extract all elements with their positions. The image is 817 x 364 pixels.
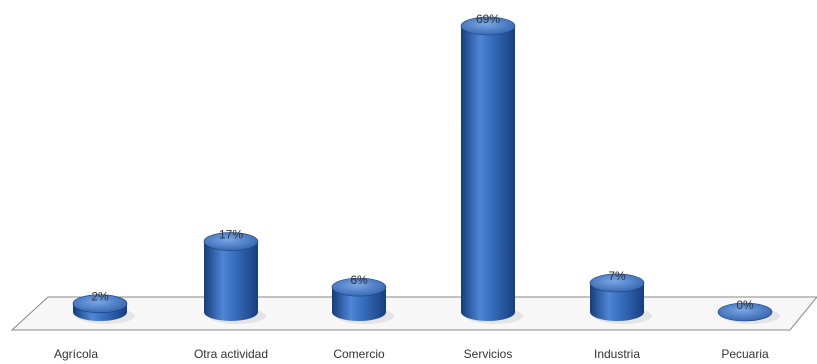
x-tick-label: Industria: [594, 347, 640, 361]
data-label: 7%: [608, 269, 626, 283]
data-labels-group: 2% 17% 6% 69% 7% 0%: [91, 12, 754, 312]
bar-industria: [589, 273, 652, 324]
data-label: 0%: [736, 298, 754, 312]
bar-body: [204, 241, 258, 321]
bar-cap: [717, 302, 773, 322]
x-tick-label: Pecuaria: [721, 347, 769, 361]
bar-cap: [331, 277, 387, 297]
x-tick-label: Otra actividad: [194, 347, 268, 361]
x-tick-label: Comercio: [333, 347, 385, 361]
x-tick-label: Servicios: [464, 347, 513, 361]
x-axis-labels: Agrícola Otra actividad Comercio Servicios I…: [54, 347, 769, 361]
bar-cap: [460, 16, 516, 36]
bar-body: [332, 287, 386, 321]
data-label: 2%: [91, 290, 109, 304]
bar-cap: [72, 294, 128, 314]
data-label: 69%: [476, 12, 500, 26]
bar-body: [590, 282, 644, 321]
bar-body: [461, 26, 515, 321]
bar-cap: [589, 273, 645, 293]
data-label: 6%: [350, 273, 368, 287]
bar-servicios: [460, 16, 523, 324]
data-label: 17%: [219, 228, 243, 242]
bar-pecuaria: [717, 302, 780, 324]
x-tick-label: Agrícola: [54, 347, 98, 361]
bar-comercio: [331, 277, 394, 324]
bar-agr-cola: [72, 294, 135, 324]
bar-cap: [203, 232, 259, 251]
bars-group: [72, 16, 780, 324]
bar-otra-actividad: [203, 232, 266, 324]
